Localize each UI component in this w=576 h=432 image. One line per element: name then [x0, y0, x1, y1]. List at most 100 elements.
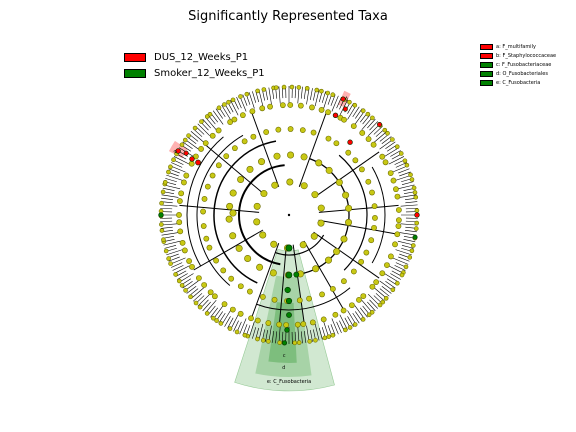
leaf-spoke — [369, 299, 379, 309]
taxon-node — [176, 198, 183, 204]
taxon-node — [226, 99, 231, 105]
taxon-node — [200, 208, 206, 215]
taxon-node — [413, 194, 419, 200]
leaf-spoke — [210, 307, 219, 318]
taxon-node — [244, 91, 250, 97]
taxon-node — [277, 340, 282, 345]
taxon-node — [204, 183, 211, 190]
leaf-spoke — [294, 86, 297, 99]
leaf-spoke — [330, 324, 336, 336]
taxon-node — [271, 181, 279, 189]
leaf-spoke — [398, 256, 410, 262]
taxon-node — [393, 186, 399, 193]
taxon-node — [317, 204, 325, 212]
taxon-node — [368, 237, 375, 244]
taxon-node — [207, 289, 214, 296]
leaf-spoke — [310, 329, 313, 342]
taxon-node — [267, 103, 273, 110]
leaf-spoke — [258, 323, 264, 341]
taxon-node — [382, 127, 388, 133]
leaf-spoke — [405, 201, 418, 204]
taxon-node — [263, 129, 270, 135]
leaf-spoke — [367, 118, 376, 129]
clade-label-3: d — [282, 365, 285, 371]
leaf-spoke — [405, 207, 418, 210]
taxon-node — [249, 108, 256, 115]
taxa-legend-item-e: e: C_Fusobacteria — [480, 80, 540, 86]
taxon-node — [197, 304, 203, 310]
branch-arc — [256, 287, 351, 311]
leaf-spoke — [190, 287, 205, 300]
taxon-node — [260, 190, 268, 198]
taxon-node — [320, 316, 327, 323]
taxon-node — [239, 112, 246, 119]
taxon-node — [259, 294, 266, 300]
taxon-node — [356, 296, 362, 303]
leaf-spoke — [397, 184, 415, 190]
taxon-node — [365, 178, 372, 185]
taxon-node — [333, 140, 340, 147]
taxon-node — [241, 138, 248, 145]
taxon-node — [227, 326, 233, 331]
leaf-spoke — [166, 249, 183, 256]
taxa-legend-swatch-c — [480, 62, 493, 68]
taxon-node — [188, 160, 195, 167]
taxon-node — [287, 102, 294, 108]
taxon-node — [404, 162, 410, 168]
taxon-node — [390, 177, 397, 184]
taxa-legend-label-c: c: F_Fusobacteriaceae — [496, 62, 552, 68]
leaf-spoke — [177, 273, 188, 280]
taxon-node — [223, 153, 230, 160]
taxa-legend-item-a: a: F_multifamily — [480, 44, 536, 50]
taxon-node — [160, 189, 166, 195]
taxon-node — [403, 264, 409, 270]
leaf-spoke — [202, 301, 211, 312]
taxon-node — [325, 135, 332, 142]
smoker-node — [286, 312, 292, 318]
taxon-node — [204, 311, 210, 316]
taxon-node — [168, 164, 173, 170]
taxon-node — [304, 85, 310, 91]
leaf-spoke — [399, 171, 411, 177]
taxon-node — [385, 131, 390, 136]
dus-node — [342, 106, 348, 112]
branch-arc — [338, 154, 368, 271]
leaf-spoke — [390, 150, 401, 157]
leaf-spoke — [331, 318, 339, 335]
taxon-node — [176, 278, 182, 284]
taxon-node — [181, 179, 187, 186]
taxon-node — [310, 129, 317, 136]
smoker-node — [293, 271, 300, 278]
leaf-spoke — [236, 97, 242, 109]
leaf-spoke — [224, 316, 231, 327]
taxon-node — [340, 235, 348, 243]
smoker-node — [285, 271, 293, 279]
branch-arc — [213, 140, 277, 284]
taxon-node — [258, 158, 266, 166]
taxon-node — [235, 244, 243, 252]
taxon-node — [317, 219, 325, 227]
taxon-node — [259, 231, 267, 239]
branch-line — [303, 240, 345, 311]
taxon-node — [181, 247, 188, 254]
leaf-spoke — [275, 331, 278, 344]
leaf-spoke — [171, 262, 183, 268]
taxon-node — [325, 256, 333, 264]
taxon-node — [366, 312, 372, 318]
leaf-spoke — [403, 239, 416, 243]
taxon-node — [311, 191, 319, 199]
taxon-node — [369, 310, 375, 315]
leaf-spoke — [221, 310, 231, 326]
taxa-legend-label-b: b: F_Staphylococcaceae — [496, 53, 557, 59]
leaf-spoke — [192, 293, 203, 302]
legend-item-smoker: Smoker_12_Weeks_P1 — [124, 68, 265, 79]
leaf-spoke — [190, 130, 205, 143]
taxon-node — [390, 287, 396, 293]
taxon-node — [347, 325, 353, 330]
taxon-node — [325, 109, 331, 116]
clade-labels: a b cd e: C_Fusobacteria — [172, 96, 349, 385]
taxon-node — [309, 104, 315, 111]
taxon-node — [261, 87, 267, 92]
branch-line — [193, 229, 264, 271]
taxon-node — [246, 288, 253, 295]
